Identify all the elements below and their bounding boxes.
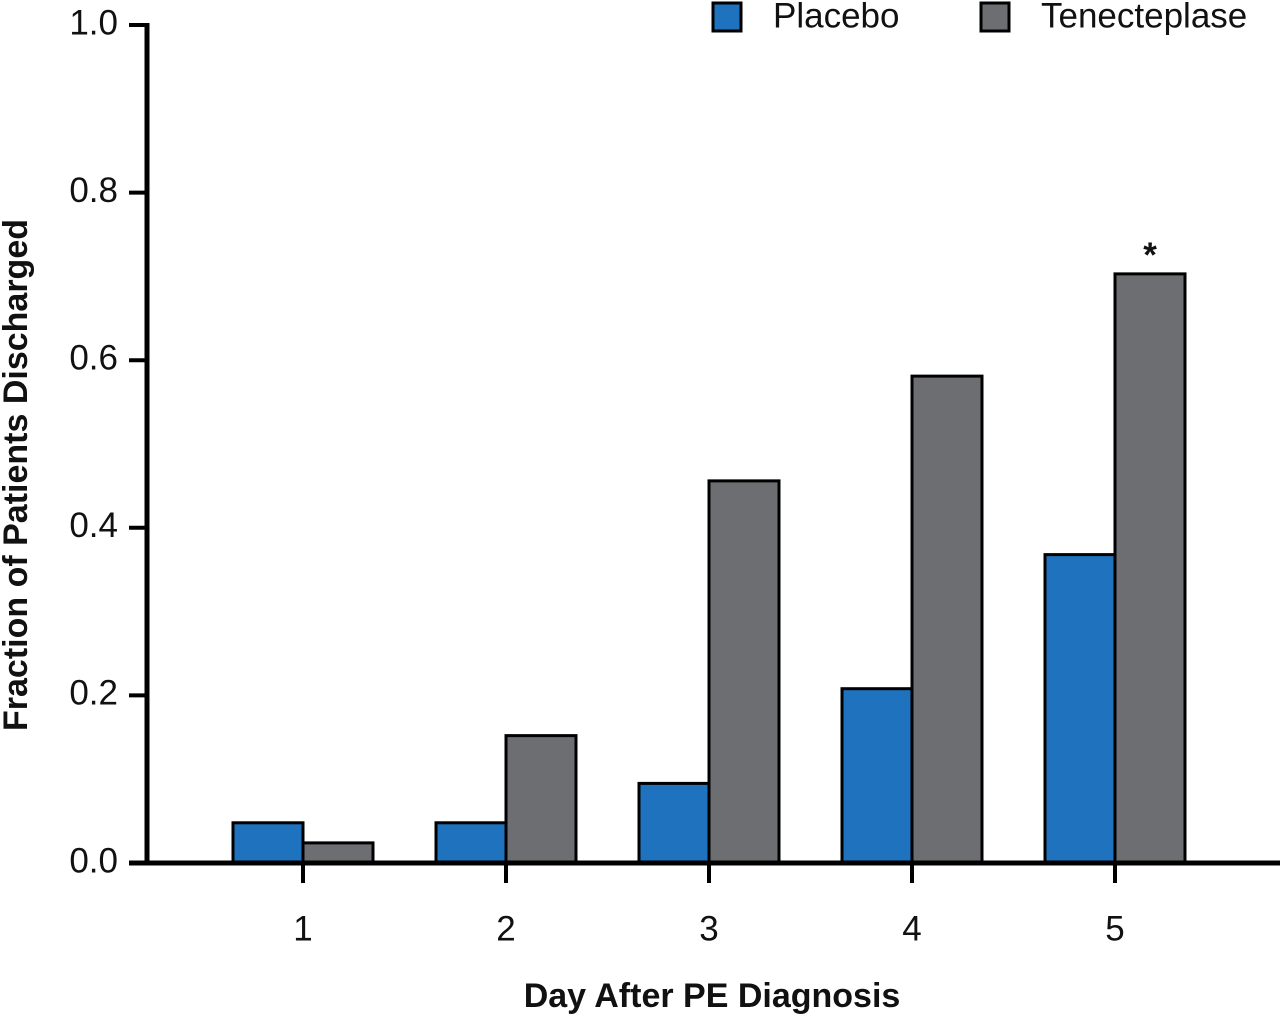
bar [707, 479, 781, 865]
x-tick-label: 4 [902, 909, 921, 948]
y-tick-label: 0.8 [69, 171, 118, 210]
bar [1043, 553, 1117, 865]
y-tick-label: 1.0 [69, 3, 118, 42]
annotation: * [1143, 236, 1157, 275]
bar [504, 734, 578, 865]
y-tick-label: 0.2 [69, 674, 118, 713]
bar [434, 821, 508, 865]
legend-label: Placebo [773, 0, 899, 35]
bar [301, 841, 375, 865]
x-tick-label: 5 [1105, 909, 1124, 948]
y-tick-label: 0.6 [69, 338, 118, 377]
x-tick-label: 2 [496, 909, 515, 948]
legend-label: Tenecteplase [1041, 0, 1247, 35]
y-tick-label: 0.0 [69, 841, 118, 880]
x-tick-label: 1 [293, 909, 312, 948]
bar [840, 687, 914, 865]
bar [231, 821, 305, 865]
bar [910, 374, 984, 865]
y-axis-label: Fraction of Patients Discharged [0, 219, 35, 731]
x-tick-label: 3 [699, 909, 718, 948]
x-axis-label: Day After PE Diagnosis [524, 977, 901, 1015]
bar [1113, 272, 1187, 865]
legend-swatch [979, 1, 1011, 33]
bar [637, 781, 711, 865]
legend-swatch [711, 1, 743, 33]
y-tick-label: 0.4 [69, 506, 118, 545]
